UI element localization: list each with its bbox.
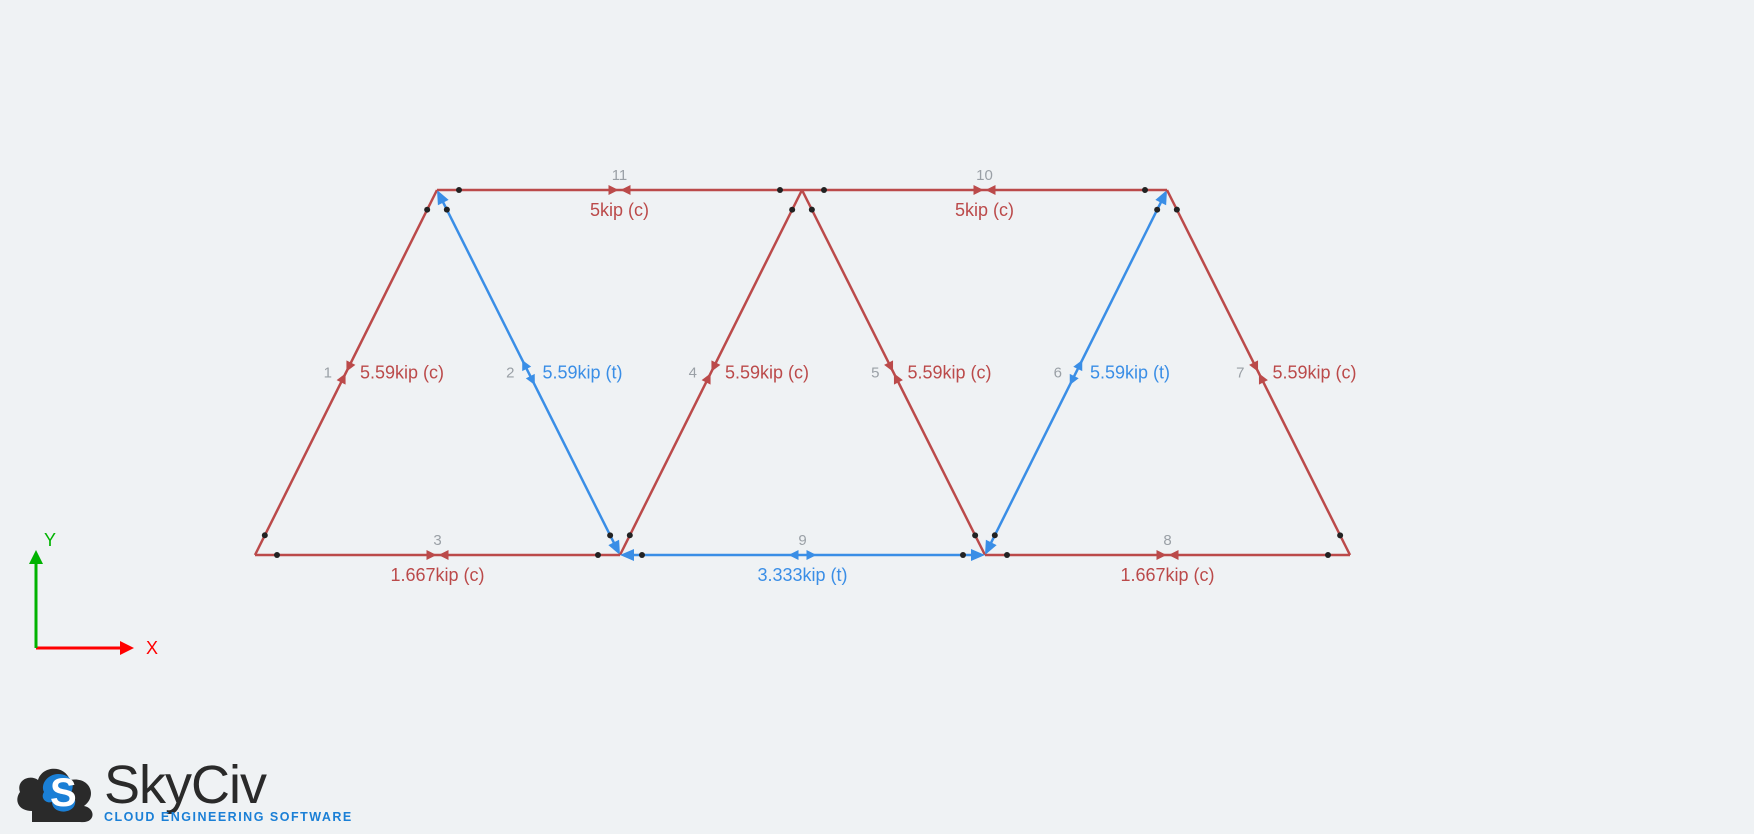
axis-gizmo: XY <box>0 0 1754 834</box>
brand-logo: S SkyCiv CLOUD ENGINEERING SOFTWARE <box>10 756 353 826</box>
svg-text:Y: Y <box>44 530 56 550</box>
axis-y: Y <box>29 530 56 648</box>
brand-cloud-icon: S <box>10 756 100 826</box>
brand-name: SkyCiv <box>104 758 353 812</box>
axis-x: X <box>36 638 158 658</box>
svg-text:X: X <box>146 638 158 658</box>
svg-text:S: S <box>50 771 77 815</box>
brand-tagline: CLOUD ENGINEERING SOFTWARE <box>104 810 353 824</box>
